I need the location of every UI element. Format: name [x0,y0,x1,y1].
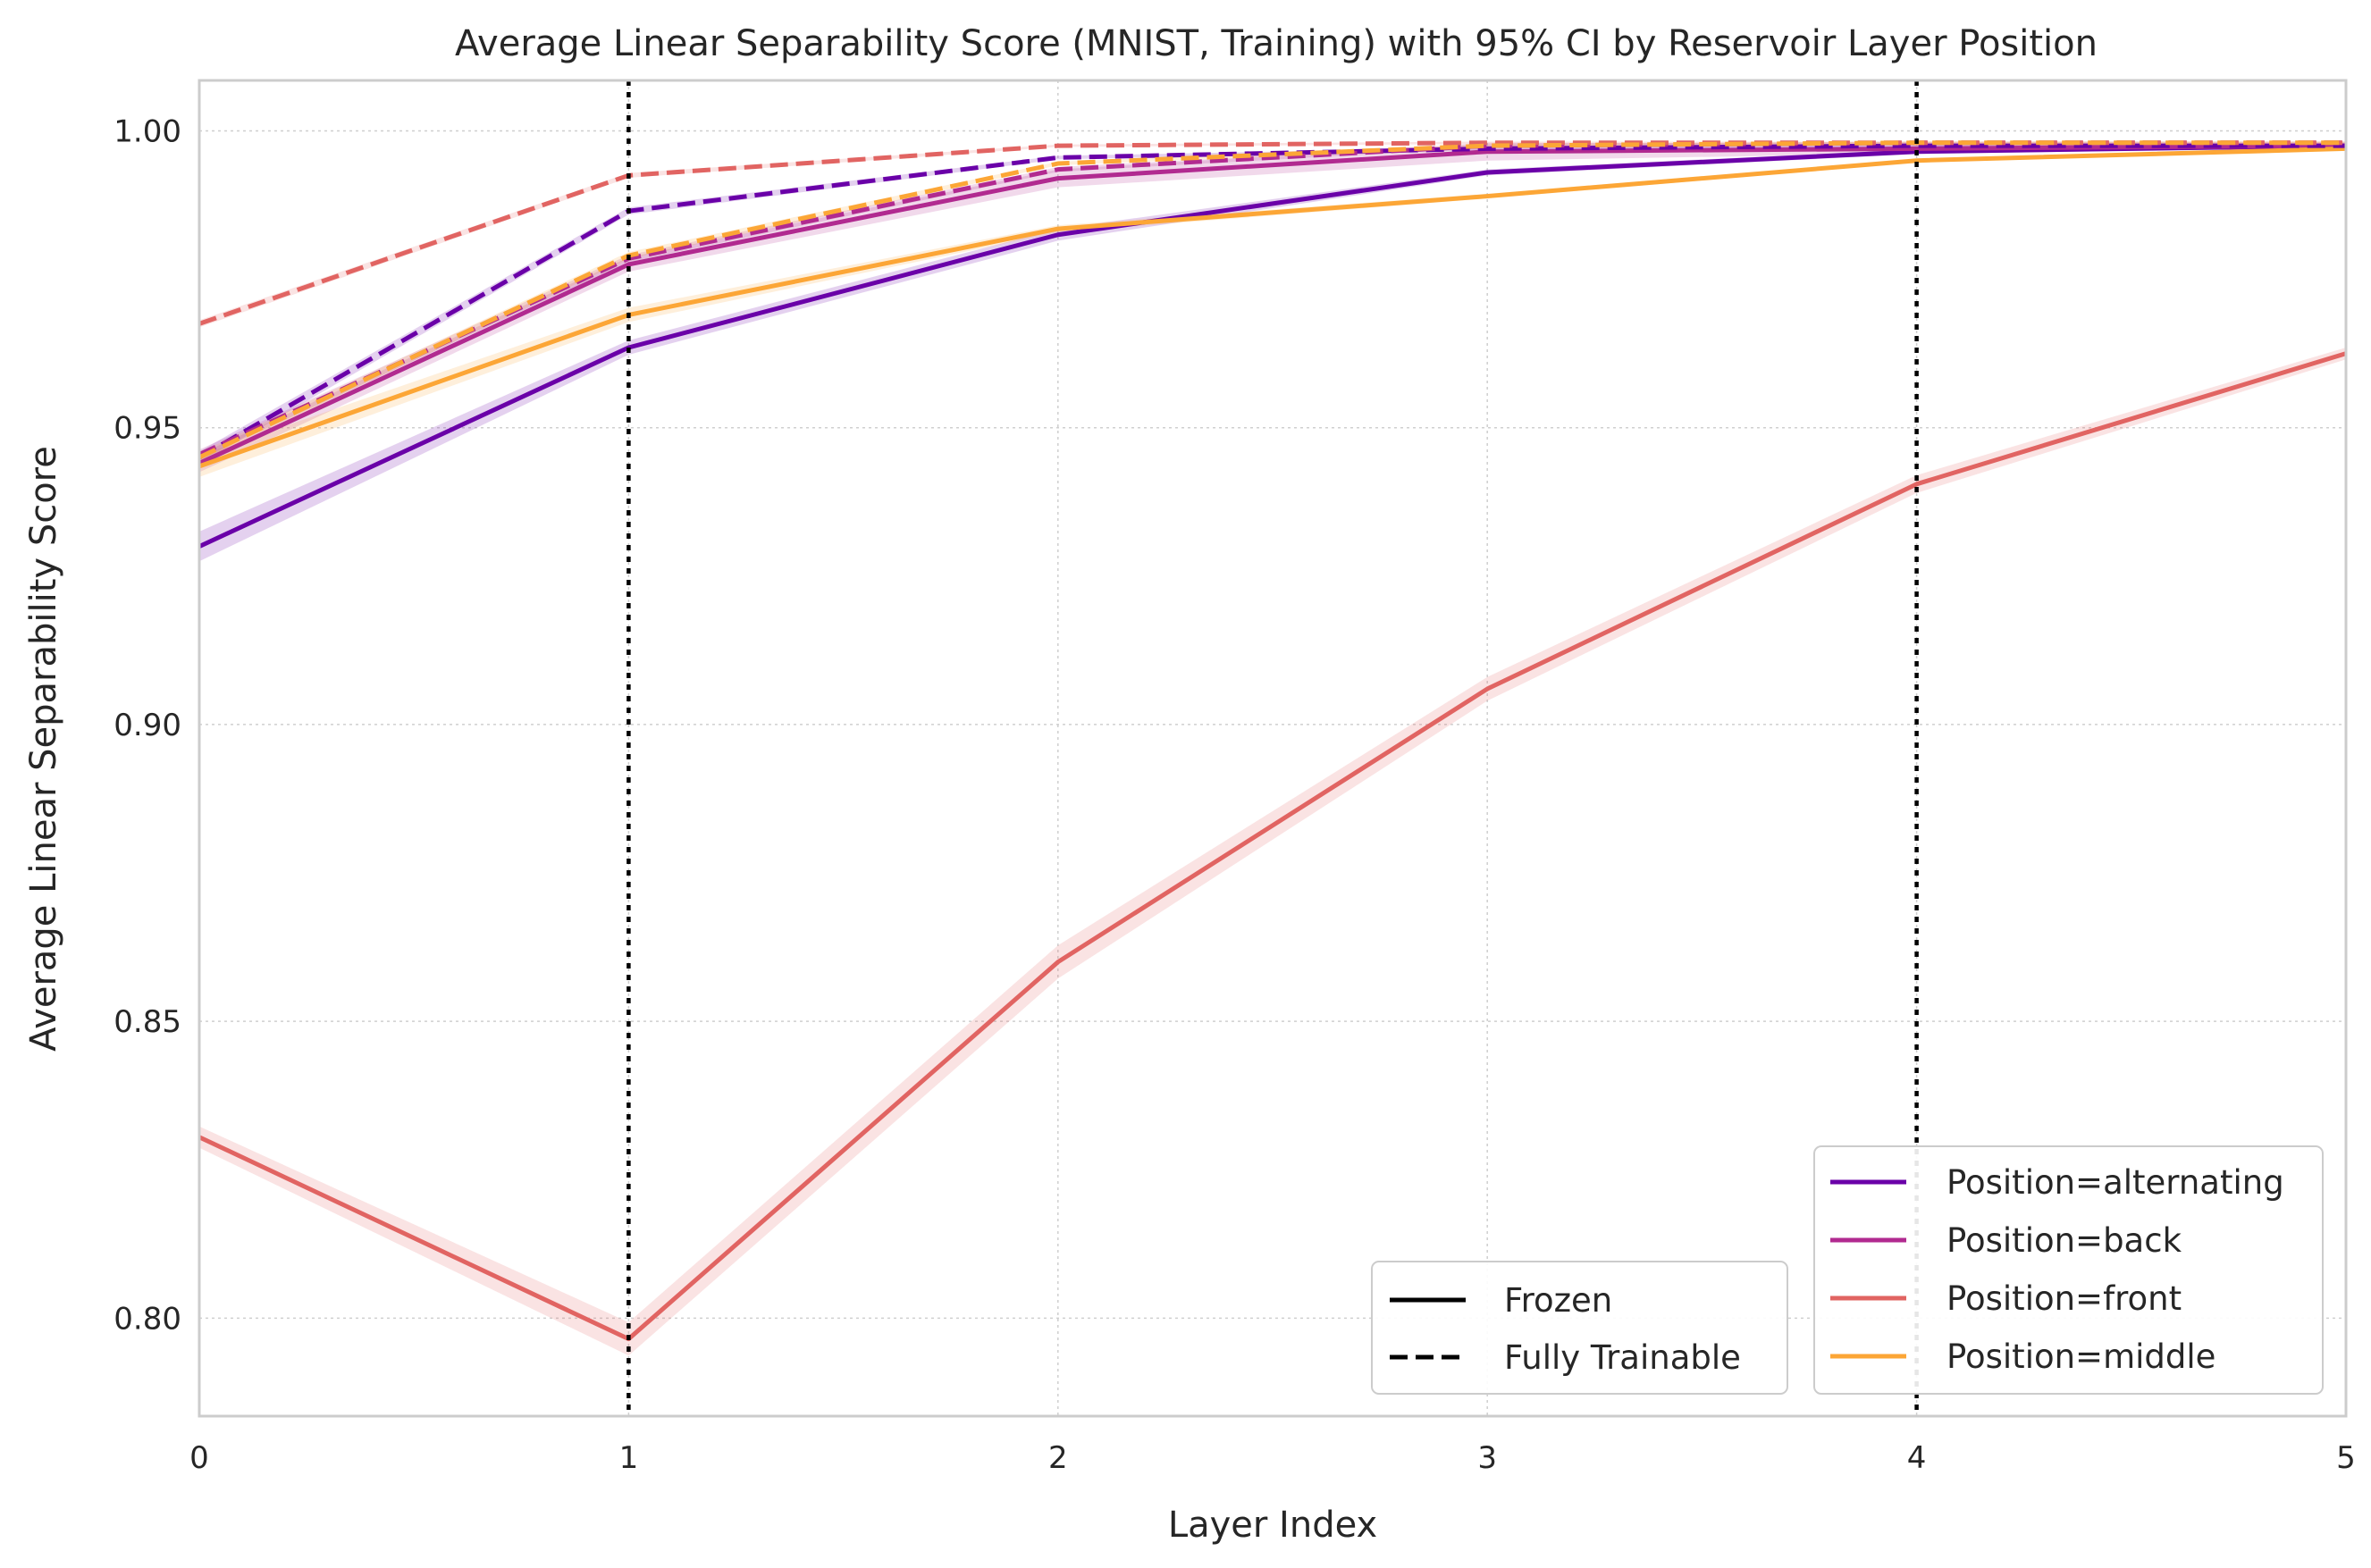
legend-label: Frozen [1504,1281,1612,1320]
y-tick-label: 0.90 [114,708,181,743]
legend-label: Position=front [1946,1279,2182,1318]
x-axis-label: Layer Index [1168,1505,1377,1546]
x-tick-label: 4 [1907,1440,1927,1476]
legend-line-style: Frozen Fully Trainable [1371,1261,1788,1395]
y-tick-label: 0.85 [114,1004,181,1040]
series-line [198,140,2346,460]
x-axis-ticks: 0 1 2 3 4 5 [189,1440,2356,1476]
series-lines [198,140,2347,1342]
ci-band [199,141,2346,463]
x-tick-label: 1 [619,1440,639,1476]
legend-label: Position=back [1946,1221,2182,1260]
plot-frame [198,79,2348,1418]
chart-title: Average Linear Separability Score (MNIST… [455,23,2098,64]
series-line [198,146,2347,469]
y-axis-ticks: 0.80 0.85 0.90 0.95 1.00 [114,113,181,1337]
x-tick-label: 0 [189,1440,209,1476]
y-tick-label: 1.00 [114,113,181,149]
series-line [198,143,2346,460]
grid-lines [198,80,2347,1416]
legend-label: Fully Trainable [1504,1338,1741,1377]
x-tick-label: 2 [1048,1440,1068,1476]
series-line [198,351,2347,1342]
y-tick-label: 0.80 [114,1301,181,1337]
y-axis-label: Average Linear Separability Score [23,446,64,1052]
y-tick-label: 0.95 [114,411,181,447]
legend-label: Position=alternating [1946,1163,2284,1202]
legend-box [1371,1261,1788,1395]
x-tick-label: 3 [1477,1440,1497,1476]
series-line [198,143,2347,549]
x-tick-label: 5 [2336,1440,2356,1476]
reference-lines [626,80,1919,1416]
series-line [198,140,2346,457]
ci-band [199,141,2346,459]
legend-box [1813,1145,2324,1395]
legend-label: Position=middle [1946,1337,2215,1376]
legend-position: Position=alternating Position=back Positio… [1813,1145,2324,1395]
series-line [198,143,2347,465]
